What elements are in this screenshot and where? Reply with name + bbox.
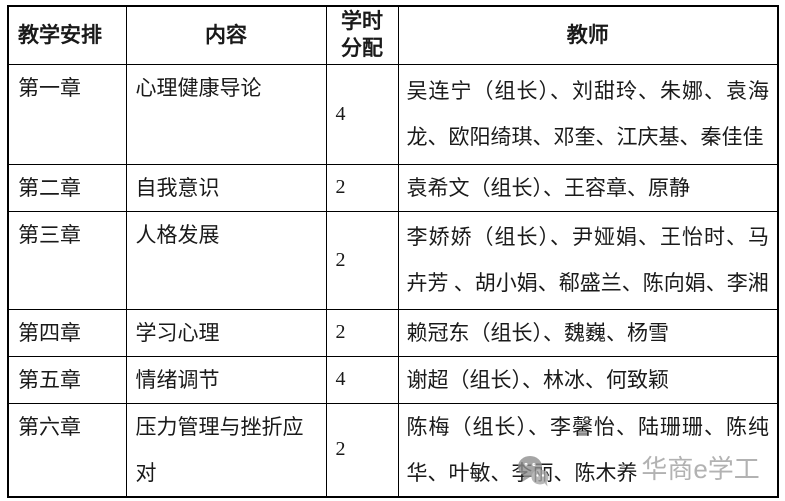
- hours-cell: 2: [325, 210, 399, 310]
- header-hours-allocation: 学时分配: [325, 5, 399, 65]
- teachers-cell: 赖冠东（组长）、魏巍、杨雪: [397, 308, 779, 357]
- table-row: 第二章 自我意识 2 袁希文（组长）、王容章、原静: [7, 163, 779, 212]
- content-cell: 自我意识: [125, 163, 327, 212]
- table-row: 第三章 人格发展 2 李娇娇（组长）、尹娅娟、王怡时、马卉芳 、胡小娟、郗盛兰、…: [7, 210, 779, 310]
- header-teaching-arrangement: 教学安排: [7, 5, 127, 65]
- table-row: 第四章 学习心理 2 赖冠东（组长）、魏巍、杨雪: [7, 308, 779, 357]
- teachers-cell: 李娇娇（组长）、尹娅娟、王怡时、马卉芳 、胡小娟、郗盛兰、陈向娟、李湘: [397, 210, 779, 310]
- table-row: 第一章 心理健康导论 4 吴连宁（组长）、刘甜玲、朱娜、袁海龙、欧阳绮琪、邓奎、…: [7, 63, 779, 165]
- chapter-cell: 第一章: [7, 63, 127, 165]
- teachers-cell: 谢超（组长）、林冰、何致颖: [397, 355, 779, 404]
- hours-cell: 2: [325, 308, 399, 357]
- content-cell: 人格发展: [125, 210, 327, 310]
- course-schedule-table: 教学安排 内容 学时分配 教师 第一章 心理健康导论 4 吴连宁（组长）、刘甜玲…: [7, 5, 779, 498]
- table-header-row: 教学安排 内容 学时分配 教师: [7, 5, 779, 65]
- chapter-cell: 第六章: [7, 402, 127, 498]
- content-cell: 心理健康导论: [125, 63, 327, 165]
- hours-cell: 2: [325, 163, 399, 212]
- table-row: 第五章 情绪调节 4 谢超（组长）、林冰、何致颖: [7, 355, 779, 404]
- content-cell: 情绪调节: [125, 355, 327, 404]
- hours-cell: 2: [325, 402, 399, 498]
- content-cell: 学习心理: [125, 308, 327, 357]
- teachers-cell: 陈梅（组长）、李馨怡、陆珊珊、陈纯华、叶敏、李丽、陈木养: [397, 402, 779, 498]
- teachers-cell: 袁希文（组长）、王容章、原静: [397, 163, 779, 212]
- content-cell: 压力管理与挫折应对: [125, 402, 327, 498]
- chapter-cell: 第二章: [7, 163, 127, 212]
- chapter-cell: 第三章: [7, 210, 127, 310]
- teachers-cell: 吴连宁（组长）、刘甜玲、朱娜、袁海龙、欧阳绮琪、邓奎、江庆基、秦佳佳: [397, 63, 779, 165]
- header-teachers: 教师: [397, 5, 779, 65]
- chapter-cell: 第四章: [7, 308, 127, 357]
- hours-cell: 4: [325, 63, 399, 165]
- hours-cell: 4: [325, 355, 399, 404]
- chapter-cell: 第五章: [7, 355, 127, 404]
- header-content: 内容: [125, 5, 327, 65]
- table-row: 第六章 压力管理与挫折应对 2 陈梅（组长）、李馨怡、陆珊珊、陈纯华、叶敏、李丽…: [7, 402, 779, 498]
